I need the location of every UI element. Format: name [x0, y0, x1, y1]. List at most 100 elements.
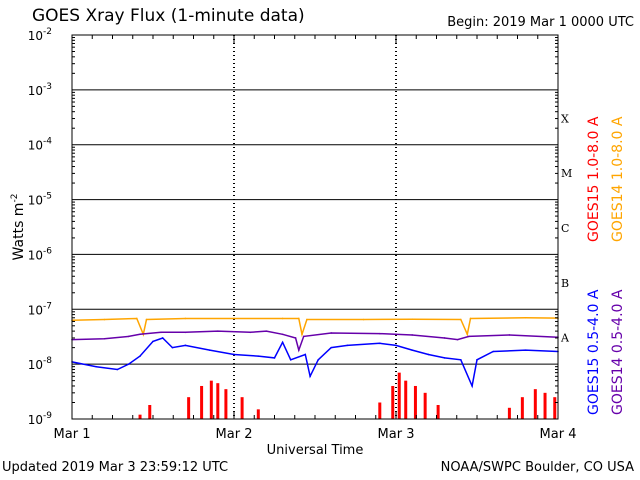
flare-class-label: X	[561, 112, 569, 125]
y-tick-exponent: -2	[43, 27, 52, 37]
series-point	[294, 337, 297, 339]
series-point	[171, 346, 174, 349]
series-point	[233, 317, 235, 320]
series-point	[427, 353, 430, 356]
series-point	[456, 338, 459, 341]
series-point	[273, 357, 276, 359]
x-tick-label: Mar 3	[378, 427, 415, 442]
series-point	[160, 331, 162, 334]
series-point	[281, 317, 284, 320]
series-point	[468, 335, 470, 338]
y-tick-base: 10	[28, 303, 43, 317]
y-tick-base: 10	[28, 248, 43, 262]
series-point	[298, 317, 300, 320]
y-tick-exponent: -5	[43, 192, 52, 202]
series-point	[265, 330, 268, 332]
y-tick-exponent: -7	[43, 301, 52, 311]
series-point	[492, 350, 495, 353]
series-point	[127, 363, 130, 365]
series-point	[460, 358, 462, 361]
y-tick-label: 10-7	[28, 301, 52, 317]
y-tick-exponent: -3	[43, 82, 52, 92]
series-point	[304, 353, 307, 356]
legend-layer: GOES15 1.0-8.0 A GOES14 1.0-8.0 A GOES14 0…	[586, 116, 626, 415]
series-point	[395, 344, 397, 347]
series-point	[139, 355, 141, 357]
y-axis-label: Watts m-2	[10, 194, 27, 261]
series-point	[184, 331, 187, 334]
series-point	[411, 318, 414, 320]
series-point	[136, 317, 138, 320]
chart-title: GOES Xray Flux (1-minute data)	[32, 6, 305, 26]
series-line	[71, 317, 559, 338]
y-tick-exponent: -4	[43, 137, 52, 147]
series-point	[524, 316, 527, 319]
y-tick-base: 10	[28, 84, 43, 98]
series-point	[346, 344, 349, 347]
series-point	[309, 375, 311, 378]
y-axis-label-text: Watts m	[11, 203, 27, 261]
series-point	[95, 365, 98, 368]
series-point	[103, 337, 106, 340]
y-tick-label: 10-4	[28, 137, 53, 153]
series-point	[469, 317, 472, 320]
series-point	[217, 330, 219, 332]
x-tick-label: Mar 1	[54, 427, 91, 442]
series-point	[330, 346, 333, 349]
series-point	[476, 358, 478, 361]
series-line	[71, 330, 559, 353]
y-tick-base: 10	[28, 358, 43, 372]
series-point	[298, 349, 300, 351]
y-tick-label: 10-3	[28, 82, 52, 98]
series-point	[466, 333, 469, 336]
series-point	[161, 337, 164, 339]
series-point	[208, 349, 211, 351]
legend-entry: GOES15 0.5-4.0 A	[586, 289, 602, 415]
series-point	[127, 335, 130, 338]
flare-class-label: M	[561, 167, 572, 180]
series-point	[411, 349, 414, 351]
series-point	[281, 341, 284, 344]
series-point	[233, 353, 235, 356]
y-tick-exponent: -6	[43, 246, 52, 256]
series-point	[330, 332, 333, 334]
series-point	[184, 344, 187, 347]
flare-class-label: A	[560, 332, 570, 345]
series-layer	[71, 316, 559, 419]
y-tick-label: 10-2	[28, 27, 52, 43]
series-point	[379, 332, 381, 335]
grid-layer	[72, 35, 558, 419]
y-tick-exponent: -8	[43, 356, 52, 366]
x-tick-label: Mar 4	[540, 427, 577, 442]
series-point	[443, 357, 446, 359]
series-line	[71, 337, 559, 389]
series-point	[249, 331, 251, 334]
plot-frame	[71, 34, 559, 420]
series-point	[184, 317, 187, 320]
series-point	[443, 337, 446, 339]
series-point	[257, 355, 260, 357]
y-axis-label-exponent: -2	[10, 194, 20, 203]
flare-class-label: C	[561, 222, 569, 235]
series-point	[317, 358, 320, 361]
series-point	[301, 333, 303, 336]
series-point	[306, 318, 308, 321]
series-point	[379, 342, 381, 345]
series-point	[289, 358, 292, 361]
series-point	[524, 349, 527, 351]
y-tick-base: 10	[28, 29, 43, 43]
y-tick-base: 10	[28, 413, 43, 427]
credit-label: NOAA/SWPC Boulder, CO USA	[440, 460, 634, 475]
legend-entry: GOES14 0.5-4.0 A	[610, 289, 626, 415]
y-tick-base: 10	[28, 194, 43, 208]
series-point	[460, 318, 462, 321]
x-axis-label: Universal Time	[267, 443, 364, 458]
updated-timestamp: Updated 2019 Mar 3 23:59:12 UTC	[2, 460, 229, 475]
series-point	[362, 318, 365, 321]
series-point	[471, 385, 473, 387]
begin-time-label: Begin: 2019 Mar 1 0000 UTC	[447, 15, 634, 30]
series-point	[411, 334, 414, 336]
series-point	[152, 340, 154, 343]
